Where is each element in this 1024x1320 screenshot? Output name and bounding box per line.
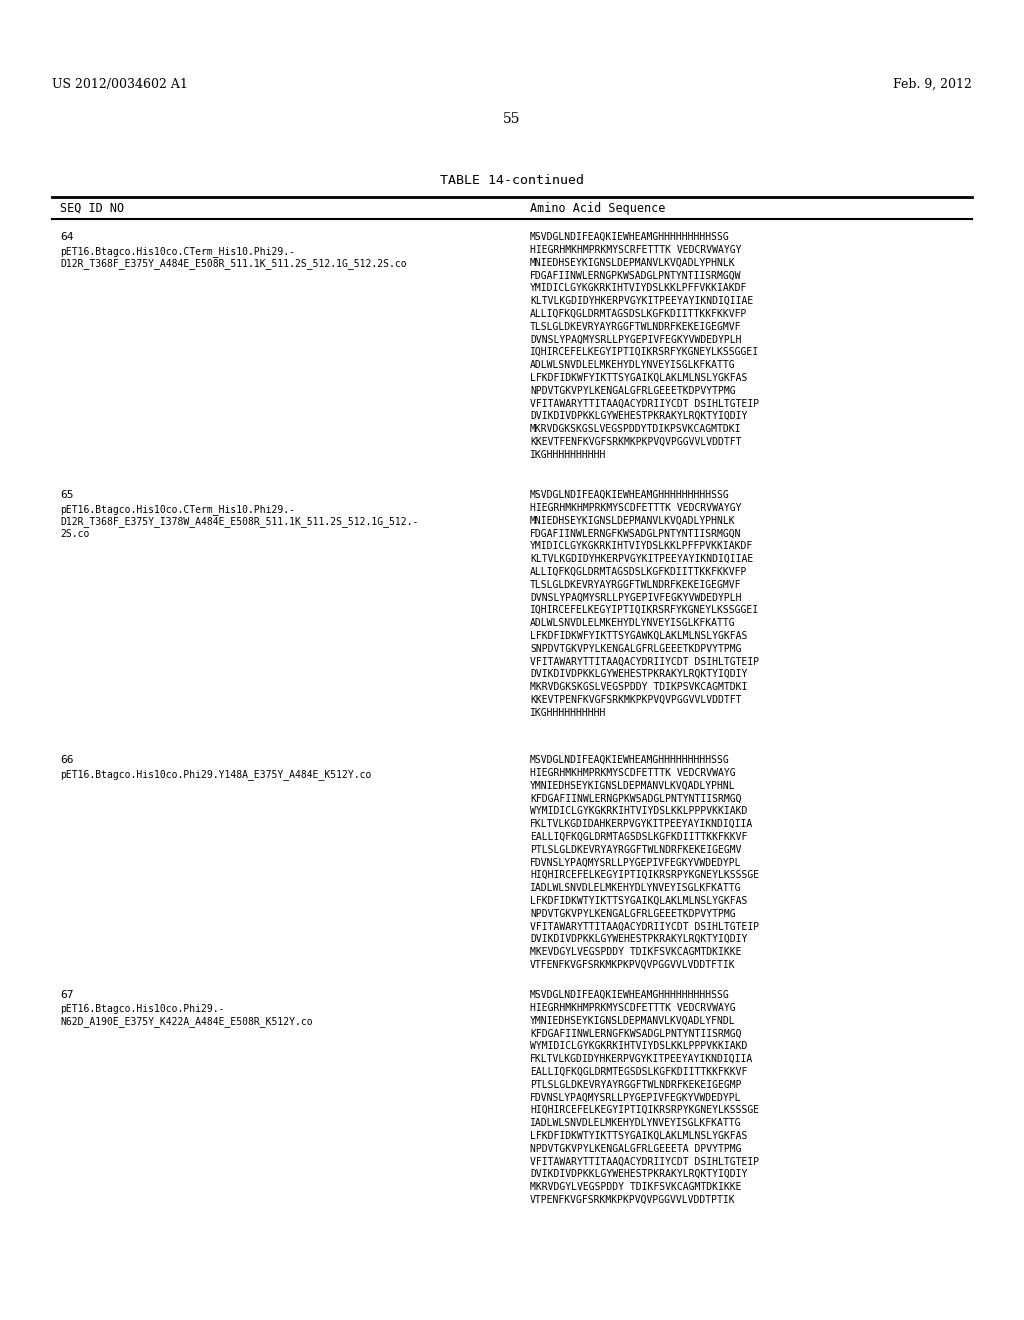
Text: TLSLGLDKEVRYAYRGGFTWLNDRFKEKEIGEGMVF: TLSLGLDKEVRYAYRGGFTWLNDRFKEKEIGEGMVF (530, 322, 741, 331)
Text: US 2012/0034602 A1: US 2012/0034602 A1 (52, 78, 187, 91)
Text: KLTVLKGDIDYHKERPVGYKITPEEYAYIKNDIQIIAE: KLTVLKGDIDYHKERPVGYKITPEEYAYIKNDIQIIAE (530, 296, 754, 306)
Text: N62D_A190E_E375Y_K422A_A484E_E508R_K512Y.co: N62D_A190E_E375Y_K422A_A484E_E508R_K512Y… (60, 1016, 312, 1027)
Text: PTLSLGLDKEVRYAYRGGFTWLNDRFKEKEIGEGMV: PTLSLGLDKEVRYAYRGGFTWLNDRFKEKEIGEGMV (530, 845, 741, 854)
Text: DVIKDIVDPKKLGYWEHESTPKRAKYLRQKTYIQDIY: DVIKDIVDPKKLGYWEHESTPKRAKYLRQKTYIQDIY (530, 669, 748, 680)
Text: SEQ ID NO: SEQ ID NO (60, 202, 124, 215)
Text: Feb. 9, 2012: Feb. 9, 2012 (893, 78, 972, 91)
Text: ADLWLSNVDLELMKEHYDLYNVEYISGLKFKATTG: ADLWLSNVDLELMKEHYDLYNVEYISGLKFKATTG (530, 618, 735, 628)
Text: MSVDGLNDIFEAQKIEWHEAMGHHHHHHHHHSSG: MSVDGLNDIFEAQKIEWHEAMGHHHHHHHHHSSG (530, 232, 730, 242)
Text: MKRVDGYLVEGSPDDY TDIKFSVKCAGMTDKIKKE: MKRVDGYLVEGSPDDY TDIKFSVKCAGMTDKIKKE (530, 1181, 741, 1192)
Text: VTPENFKVGFSRKMKPKPVQVPGGVVLVDDTPTIK: VTPENFKVGFSRKMKPKPVQVPGGVVLVDDTPTIK (530, 1195, 735, 1205)
Text: VTFENFKVGFSRKMKPKPVQVPGGVVLVDDTFTIK: VTFENFKVGFSRKMKPKPVQVPGGVVLVDDTFTIK (530, 960, 735, 970)
Text: pET16.Btagco.His10co.CTerm_His10.Phi29.-: pET16.Btagco.His10co.CTerm_His10.Phi29.- (60, 246, 295, 257)
Text: LFKDFIDKWTYIKTTSYGAIKQLAKLMLNSLYGKFAS: LFKDFIDKWTYIKTTSYGAIKQLAKLMLNSLYGKFAS (530, 1131, 748, 1140)
Text: YMNIEDHSEYKIGNSLDEPMANVLKVQADLYPHNL: YMNIEDHSEYKIGNSLDEPMANVLKVQADLYPHNL (530, 780, 735, 791)
Text: KFDGAFIINWLERNGFKWSADGLPNTYNTIISRMGQ: KFDGAFIINWLERNGFKWSADGLPNTYNTIISRMGQ (530, 1028, 741, 1039)
Text: LFKDFIDKWFYIKTTSYGAIKQLAKLMLNSLYGKFAS: LFKDFIDKWFYIKTTSYGAIKQLAKLMLNSLYGKFAS (530, 372, 748, 383)
Text: pET16.Btagco.His10co.Phi29.-: pET16.Btagco.His10co.Phi29.- (60, 1005, 224, 1014)
Text: ALLIQFKQGLDRMTAGSDSLKGFKDIITTKKFKKVFP: ALLIQFKQGLDRMTAGSDSLKGFKDIITTKKFKKVFP (530, 309, 748, 319)
Text: FKLTVLKGDIDAHKERPVGYKITPEEYAYIKNDIQIIA: FKLTVLKGDIDAHKERPVGYKITPEEYAYIKNDIQIIA (530, 818, 754, 829)
Text: MSVDGLNDIFEAQKIEWHEAMGHHHHHHHHHSSG: MSVDGLNDIFEAQKIEWHEAMGHHHHHHHHHSSG (530, 490, 730, 500)
Text: HIEGRHMKHMPRKMYSCDFETTTK VEDCRVWAYGY: HIEGRHMKHMPRKMYSCDFETTTK VEDCRVWAYGY (530, 503, 741, 512)
Text: ADLWLSNVDLELMKEHYDLYNVEYISGLKFKATTG: ADLWLSNVDLELMKEHYDLYNVEYISGLKFKATTG (530, 360, 735, 370)
Text: TABLE 14-continued: TABLE 14-continued (440, 174, 584, 187)
Text: YMIDICLGYKGKRKIHTVIYDSLKKLPFFPVKKIAKDF: YMIDICLGYKGKRKIHTVIYDSLKKLPFFPVKKIAKDF (530, 541, 754, 552)
Text: WYMIDICLGYKGKRKIHTVIYDSLKKLPPPVKKIAKD: WYMIDICLGYKGKRKIHTVIYDSLKKLPPPVKKIAKD (530, 807, 748, 816)
Text: FDVNSLYPAQMYSRLLPYGEPIVFEGKYVWDEDYPL: FDVNSLYPAQMYSRLLPYGEPIVFEGKYVWDEDYPL (530, 858, 741, 867)
Text: HIEGRHMKHMPRKMYSCRFETTTK VEDCRVWAYGY: HIEGRHMKHMPRKMYSCRFETTTK VEDCRVWAYGY (530, 244, 741, 255)
Text: IKGHHHHHHHHHH: IKGHHHHHHHHHH (530, 708, 606, 718)
Text: ALLIQFKQGLDRMTAGSDSLKGFKDIITTKKFKKVFP: ALLIQFKQGLDRMTAGSDSLKGFKDIITTKKFKKVFP (530, 566, 748, 577)
Text: KKEVTPENFKVGFSRKMKPKPVQVPGGVVLVDDTFT: KKEVTPENFKVGFSRKMKPKPVQVPGGVVLVDDTFT (530, 694, 741, 705)
Text: SNPDVTGKVPYLKENGALGFRLGEEETKDPVYTPMG: SNPDVTGKVPYLKENGALGFRLGEEETKDPVYTPMG (530, 644, 741, 653)
Text: 64: 64 (60, 232, 74, 242)
Text: VFITAWARYTTITAAQACYDRIIYCDT DSIHLTGTEIP: VFITAWARYTTITAAQACYDRIIYCDT DSIHLTGTEIP (530, 399, 759, 408)
Text: HIEGRHMKHMPRKMYSCDFETTTK VEDCRVWAYG: HIEGRHMKHMPRKMYSCDFETTTK VEDCRVWAYG (530, 768, 735, 777)
Text: Amino Acid Sequence: Amino Acid Sequence (530, 202, 666, 215)
Text: pET16.Btagco.His10co.Phi29.Y148A_E375Y_A484E_K512Y.co: pET16.Btagco.His10co.Phi29.Y148A_E375Y_A… (60, 770, 372, 780)
Text: HIEGRHMKHMPRKMYSCDFETTTK VEDCRVWAYG: HIEGRHMKHMPRKMYSCDFETTTK VEDCRVWAYG (530, 1003, 735, 1012)
Text: IKGHHHHHHHHHH: IKGHHHHHHHHHH (530, 450, 606, 459)
Text: FDVNSLYPAQMYSRLLPYGEPIVFEGKYVWDEDYPL: FDVNSLYPAQMYSRLLPYGEPIVFEGKYVWDEDYPL (530, 1093, 741, 1102)
Text: NPDVTGKVPYLKENGALGFRLGEEETKDPVYTPMG: NPDVTGKVPYLKENGALGFRLGEEETKDPVYTPMG (530, 385, 735, 396)
Text: IADLWLSNVDLELMKEHYDLYNVEYISGLKFKATTG: IADLWLSNVDLELMKEHYDLYNVEYISGLKFKATTG (530, 1118, 741, 1129)
Text: VFITAWARYTTITAAQACYDRIIYCDT DSIHLTGTEIP: VFITAWARYTTITAAQACYDRIIYCDT DSIHLTGTEIP (530, 921, 759, 932)
Text: YMNIEDHSEYKIGNSLDEPMANVLKVQADLYFNDL: YMNIEDHSEYKIGNSLDEPMANVLKVQADLYFNDL (530, 1015, 735, 1026)
Text: FKLTVLKGDIDYHKERPVGYKITPEEYAYIKNDIQIIA: FKLTVLKGDIDYHKERPVGYKITPEEYAYIKNDIQIIA (530, 1053, 754, 1064)
Text: PTLSLGLDKEVRYAYRGGFTWLNDRFKEKEIGEGMP: PTLSLGLDKEVRYAYRGGFTWLNDRFKEKEIGEGMP (530, 1080, 741, 1089)
Text: 67: 67 (60, 990, 74, 1001)
Text: FDGAFIINWLERNGPKWSADGLPNTYNTIISRMGQW: FDGAFIINWLERNGPKWSADGLPNTYNTIISRMGQW (530, 271, 741, 280)
Text: MSVDGLNDIFEAQKIEWHEAMGHHHHHHHHHSSG: MSVDGLNDIFEAQKIEWHEAMGHHHHHHHHHSSG (530, 990, 730, 1001)
Text: 66: 66 (60, 755, 74, 766)
Text: 65: 65 (60, 490, 74, 500)
Text: FDGAFIINWLERNGFKWSADGLPNTYNTIISRMGQN: FDGAFIINWLERNGFKWSADGLPNTYNTIISRMGQN (530, 528, 741, 539)
Text: IQHIRCEFELKEGYIPTIQIKRSRFYKGNEYLKSSGGEI: IQHIRCEFELKEGYIPTIQIKRSRFYKGNEYLKSSGGEI (530, 605, 759, 615)
Text: VFITAWARYTTITAAQACYDRIIYCDT DSIHLTGTEIP: VFITAWARYTTITAAQACYDRIIYCDT DSIHLTGTEIP (530, 1156, 759, 1167)
Text: DVNSLYPAQMYSRLLPYGEPIVFEGKYVWDEDYPLH: DVNSLYPAQMYSRLLPYGEPIVFEGKYVWDEDYPLH (530, 334, 741, 345)
Text: VFITAWARYTTITAAQACYDRIIYCDT DSIHLTGTEIP: VFITAWARYTTITAAQACYDRIIYCDT DSIHLTGTEIP (530, 656, 759, 667)
Text: LFKDFIDKWFYIKTTSYGAWKQLAKLMLNSLYGKFAS: LFKDFIDKWFYIKTTSYGAWKQLAKLMLNSLYGKFAS (530, 631, 748, 640)
Text: MKRVDGKSKGSLVEGSPDDYTDIKPSVKCAGMTDKI: MKRVDGKSKGSLVEGSPDDYTDIKPSVKCAGMTDKI (530, 424, 741, 434)
Text: TLSLGLDKEVRYAYRGGFTWLNDRFKEKEIGEGMVF: TLSLGLDKEVRYAYRGGFTWLNDRFKEKEIGEGMVF (530, 579, 741, 590)
Text: HIQHIRCEFELKEGYIPTIQIKRSRPYKGNEYLKSSSGE: HIQHIRCEFELKEGYIPTIQIKRSRPYKGNEYLKSSSGE (530, 870, 759, 880)
Text: D12R_T368F_E375Y_A484E_E508R_511.1K_511.2S_512.1G_512.2S.co: D12R_T368F_E375Y_A484E_E508R_511.1K_511.… (60, 259, 407, 269)
Text: KLTVLKGDIDYHKERPVGYKITPEEYAYIKNDIQIIAE: KLTVLKGDIDYHKERPVGYKITPEEYAYIKNDIQIIAE (530, 554, 754, 564)
Text: WYMIDICLGYKGKRKIHTVIYDSLKKLPPPVKKIAKD: WYMIDICLGYKGKRKIHTVIYDSLKKLPPPVKKIAKD (530, 1041, 748, 1051)
Text: MSVDGLNDIFEAQKIEWHEAMGHHHHHHHHHSSG: MSVDGLNDIFEAQKIEWHEAMGHHHHHHHHHSSG (530, 755, 730, 766)
Text: IQHIRCEFELKEGYIPTIQIKRSRFYKGNEYLKSSGGEI: IQHIRCEFELKEGYIPTIQIKRSRFYKGNEYLKSSGGEI (530, 347, 759, 358)
Text: EALLIQFKQGLDRMTAGSDSLKGFKDIITTKKFKKVF: EALLIQFKQGLDRMTAGSDSLKGFKDIITTKKFKKVF (530, 832, 748, 842)
Text: DVIKDIVDPKKLGYWEHESTPKRAKYLRQKTYIQDIY: DVIKDIVDPKKLGYWEHESTPKRAKYLRQKTYIQDIY (530, 1170, 748, 1179)
Text: MNIEDHSEYKIGNSLDEPMANVLKVQADLYPHNLK: MNIEDHSEYKIGNSLDEPMANVLKVQADLYPHNLK (530, 257, 735, 268)
Text: MKEVDGYLVEGSPDDY TDIKFSVKCAGMTDKIKKE: MKEVDGYLVEGSPDDY TDIKFSVKCAGMTDKIKKE (530, 946, 741, 957)
Text: DVIKDIVDPKKLGYWEHESTPKRAKYLRQKTYIQDIY: DVIKDIVDPKKLGYWEHESTPKRAKYLRQKTYIQDIY (530, 935, 748, 944)
Text: NPDVTGKVPYLKENGALGFRLGEEETA DPVYTPMG: NPDVTGKVPYLKENGALGFRLGEEETA DPVYTPMG (530, 1143, 741, 1154)
Text: 2S.co: 2S.co (60, 529, 89, 539)
Text: MNIEDHSEYKIGNSLDEPMANVLKVQADLYPHNLK: MNIEDHSEYKIGNSLDEPMANVLKVQADLYPHNLK (530, 516, 735, 525)
Text: IADLWLSNVDLELMKEHYDLYNVEYISGLKFKATTG: IADLWLSNVDLELMKEHYDLYNVEYISGLKFKATTG (530, 883, 741, 894)
Text: LFKDFIDKWTYIKTTSYGAIKQLAKLMLNSLYGKFAS: LFKDFIDKWTYIKTTSYGAIKQLAKLMLNSLYGKFAS (530, 896, 748, 906)
Text: DVNSLYPAQMYSRLLPYGEPIVFEGKYVWDEDYPLH: DVNSLYPAQMYSRLLPYGEPIVFEGKYVWDEDYPLH (530, 593, 741, 602)
Text: pET16.Btagco.His10co.CTerm_His10.Phi29.-: pET16.Btagco.His10co.CTerm_His10.Phi29.- (60, 504, 295, 515)
Text: MKRVDGKSKGSLVEGSPDDY TDIKPSVKCAGMTDKI: MKRVDGKSKGSLVEGSPDDY TDIKPSVKCAGMTDKI (530, 682, 748, 692)
Text: EALLIQFKQGLDRMTEGSDSLKGFKDIITTKKFKKVF: EALLIQFKQGLDRMTEGSDSLKGFKDIITTKKFKKVF (530, 1067, 748, 1077)
Text: 55: 55 (503, 112, 521, 125)
Text: KKEVTFENFKVGFSRKMKPKPVQVPGGVVLVDDTFT: KKEVTFENFKVGFSRKMKPKPVQVPGGVVLVDDTFT (530, 437, 741, 446)
Text: YMIDICLGYKGKRKIHTVIYDSLKKLPFFVKKIAKDF: YMIDICLGYKGKRKIHTVIYDSLKKLPFFVKKIAKDF (530, 284, 748, 293)
Text: KFDGAFIINWLERNGPKWSADGLPNTYNTIISRMGQ: KFDGAFIINWLERNGPKWSADGLPNTYNTIISRMGQ (530, 793, 741, 804)
Text: NPDVTGKVPYLKENGALGFRLGEEETKDPVYTPMG: NPDVTGKVPYLKENGALGFRLGEEETKDPVYTPMG (530, 908, 735, 919)
Text: D12R_T368F_E375Y_I378W_A484E_E508R_511.1K_511.2S_512.1G_512.-: D12R_T368F_E375Y_I378W_A484E_E508R_511.1… (60, 516, 419, 528)
Text: HIQHIRCEFELKEGYIPTIQIKRSRPYKGNEYLKSSSGE: HIQHIRCEFELKEGYIPTIQIKRSRPYKGNEYLKSSSGE (530, 1105, 759, 1115)
Text: DVIKDIVDPKKLGYWEHESTPKRAKYLRQKTYIQDIY: DVIKDIVDPKKLGYWEHESTPKRAKYLRQKTYIQDIY (530, 412, 748, 421)
